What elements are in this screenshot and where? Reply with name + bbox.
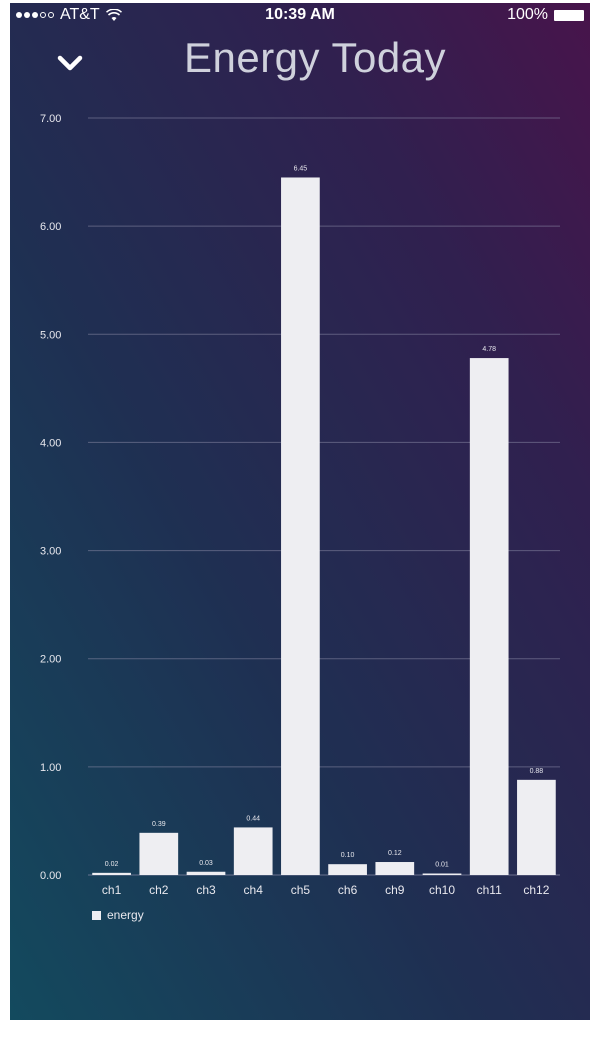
status-time: 10:39 AM bbox=[265, 6, 335, 23]
data-label: 0.01 bbox=[435, 862, 449, 869]
bar bbox=[233, 827, 273, 875]
x-tick-label: ch3 bbox=[196, 883, 216, 897]
page-title: Energy Today bbox=[183, 34, 447, 81]
y-tick-label: 1.00 bbox=[40, 762, 61, 774]
data-label: 0.03 bbox=[199, 860, 213, 867]
carrier-name: AT&T bbox=[60, 6, 100, 23]
data-label: 0.39 bbox=[152, 821, 166, 828]
chart-legend: energy bbox=[92, 908, 144, 922]
x-tick-label: ch4 bbox=[244, 883, 264, 897]
back-button[interactable] bbox=[50, 44, 90, 84]
status-right: 100% bbox=[507, 6, 584, 24]
x-tick-label: ch6 bbox=[338, 883, 358, 897]
battery-percent: 100% bbox=[507, 6, 548, 23]
bar bbox=[186, 871, 226, 875]
header: Energy Today bbox=[10, 34, 590, 104]
x-tick-label: ch10 bbox=[429, 883, 455, 897]
signal-strength-icon bbox=[16, 12, 54, 18]
bar bbox=[375, 862, 415, 875]
x-tick-label: ch2 bbox=[149, 883, 169, 897]
bar-chart: 0.001.002.003.004.005.006.007.000.02ch10… bbox=[40, 113, 560, 897]
battery-icon bbox=[554, 9, 584, 21]
bar bbox=[517, 779, 556, 875]
status-left: AT&T bbox=[16, 6, 122, 24]
data-label: 0.02 bbox=[105, 861, 119, 868]
data-label: 0.88 bbox=[530, 768, 544, 775]
data-label: 4.78 bbox=[482, 346, 496, 353]
y-tick-label: 0.00 bbox=[40, 870, 61, 882]
wifi-icon bbox=[105, 8, 122, 21]
x-tick-label: ch5 bbox=[291, 883, 311, 897]
x-tick-label: ch1 bbox=[102, 883, 122, 897]
y-tick-label: 7.00 bbox=[40, 113, 61, 125]
data-label: 0.10 bbox=[341, 852, 355, 859]
phone-screen: AT&T 10:39 AM 100% Energy Today 0.00 1.00… bbox=[10, 0, 590, 1020]
bar bbox=[469, 358, 509, 875]
status-bar: AT&T 10:39 AM 100% bbox=[10, 0, 590, 34]
y-tick-label: 5.00 bbox=[40, 329, 61, 341]
y-tick-label: 6.00 bbox=[40, 221, 61, 233]
bar bbox=[422, 873, 462, 875]
data-label: 0.44 bbox=[246, 815, 260, 822]
y-tick-label: 3.00 bbox=[40, 546, 61, 558]
bar bbox=[281, 177, 320, 875]
data-label: 6.45 bbox=[294, 165, 308, 172]
chevron-down-icon bbox=[57, 55, 83, 71]
y-tick-label: 4.00 bbox=[40, 437, 61, 449]
legend-swatch bbox=[92, 910, 101, 920]
x-tick-label: ch11 bbox=[477, 883, 502, 897]
top-border bbox=[0, 0, 590, 3]
bar bbox=[328, 864, 367, 875]
bar bbox=[139, 832, 179, 875]
y-tick-label: 2.00 bbox=[40, 654, 61, 666]
x-tick-label: ch12 bbox=[523, 883, 549, 897]
data-label: 0.12 bbox=[388, 850, 402, 857]
legend-label: energy bbox=[107, 908, 144, 922]
bar bbox=[92, 872, 131, 875]
x-tick-label: ch9 bbox=[385, 883, 405, 897]
